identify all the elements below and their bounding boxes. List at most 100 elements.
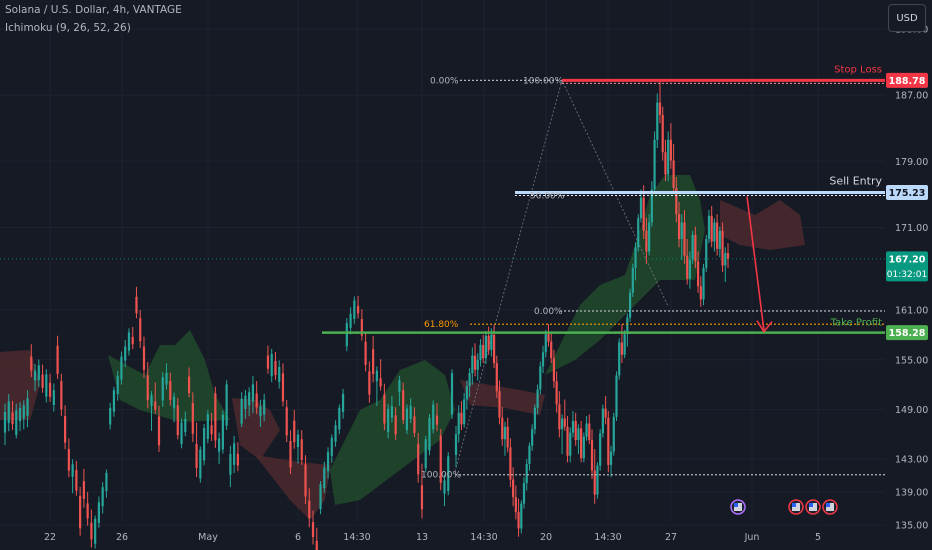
candle-body [620, 342, 624, 355]
candle-body [30, 356, 33, 371]
candle-body [686, 255, 689, 279]
candle-body [626, 317, 629, 335]
price-tick: 139.00 [895, 488, 928, 499]
candle-body [41, 374, 44, 388]
sell-entry-price: 175.23 [889, 188, 926, 199]
candle-body [658, 102, 662, 115]
candle-body [105, 472, 108, 491]
candle-body [360, 319, 363, 336]
sell-entry-price-box [886, 184, 928, 200]
candle-body [263, 399, 266, 415]
price-tick: 171.00 [895, 223, 928, 234]
candle-body [330, 437, 333, 457]
current-price: 167.20 [889, 254, 926, 265]
time-tick: Jun [744, 532, 760, 543]
candle-body [514, 497, 517, 512]
candle-body [383, 394, 386, 424]
candle-body [90, 522, 93, 540]
current-price-countdown: 01:32:01 [887, 270, 927, 280]
cloud-bear [255, 440, 335, 520]
candle-body [79, 496, 82, 529]
candle-body [199, 449, 202, 479]
trade-overlay[interactable]: Stop Loss Sell Entry Take Profit 0.00% 100.0… [0, 64, 885, 481]
candle-body [541, 352, 545, 367]
candle-body [225, 384, 228, 426]
candle-body [60, 381, 63, 410]
candle-body [169, 380, 172, 400]
candle-body [218, 438, 221, 452]
candle-body [56, 345, 59, 374]
candle-body [512, 479, 515, 498]
price-tick: 187.00 [895, 91, 928, 102]
current-price-box [886, 251, 928, 282]
candle-body [688, 259, 692, 279]
candle-body [612, 416, 615, 452]
candle-body [501, 417, 504, 440]
candle-body [724, 253, 727, 266]
candle-body [109, 407, 112, 425]
candle-body [696, 261, 700, 287]
time-axis[interactable]: 22 26 May 6 14:30 13 14:30 20 14:30 27 Jun 5 [44, 532, 821, 543]
candle-body [296, 434, 300, 448]
candle-body [710, 215, 713, 242]
candle-body [533, 407, 536, 430]
candle-body [240, 398, 243, 424]
candle-body [487, 335, 490, 350]
candle-body [202, 428, 206, 461]
take-profit-label: Take Profit [830, 318, 883, 329]
candle-body [176, 405, 179, 436]
candle-body [349, 313, 352, 328]
candle-body [387, 408, 390, 432]
fib-label-top-b: 100.00% [523, 76, 563, 86]
cloud-bull [330, 360, 455, 505]
cloud-bear [720, 200, 805, 250]
candle-body [555, 381, 558, 405]
candle-body [364, 341, 367, 365]
candle-body [341, 393, 345, 413]
candle-body [390, 406, 393, 418]
candle-body [236, 453, 239, 466]
candle-body [274, 361, 277, 376]
candle-body [645, 230, 648, 252]
price-axis[interactable]: 195.00187.00179.00171.00161.00155.00149.… [886, 24, 928, 532]
projection-arrow-shaft [746, 196, 765, 331]
candle-body [539, 366, 542, 390]
candle-body [675, 187, 678, 215]
candle-body [428, 418, 431, 451]
time-tick: 14:30 [470, 532, 497, 543]
candle-body [266, 355, 270, 369]
candle-body [289, 441, 292, 468]
candle-body [221, 414, 224, 450]
candle-body [479, 344, 482, 360]
candle-body [139, 318, 142, 342]
candle-body [443, 480, 446, 494]
price-tick: 161.00 [895, 306, 928, 317]
candle-body [37, 365, 40, 381]
candle-body [648, 222, 651, 252]
candle-body [315, 540, 318, 550]
stop-loss-price-box [886, 72, 928, 88]
candle-body [64, 416, 67, 443]
candle-body [439, 435, 442, 483]
candle-body [609, 451, 613, 465]
candle-body [405, 408, 409, 431]
candle-body [187, 376, 191, 394]
candle-body [372, 349, 375, 375]
chart-title: Solana / U.S. Dollar, 4h, VANTAGE [5, 4, 182, 16]
flag-canton [809, 503, 813, 507]
indicator-label[interactable]: Ichimoku (9, 26, 52, 26) [5, 22, 131, 34]
candle-body [394, 415, 397, 435]
candle-body [191, 403, 194, 434]
candle-body [402, 390, 405, 420]
candle-body [460, 412, 463, 425]
candle-body [498, 391, 501, 418]
candle-body [304, 464, 307, 497]
cloud-bear [0, 350, 40, 420]
flag-canton [826, 503, 830, 507]
candle-body [705, 239, 708, 268]
candle-body [631, 267, 634, 293]
currency-button[interactable]: USD [888, 4, 926, 32]
candle-body [495, 363, 498, 392]
